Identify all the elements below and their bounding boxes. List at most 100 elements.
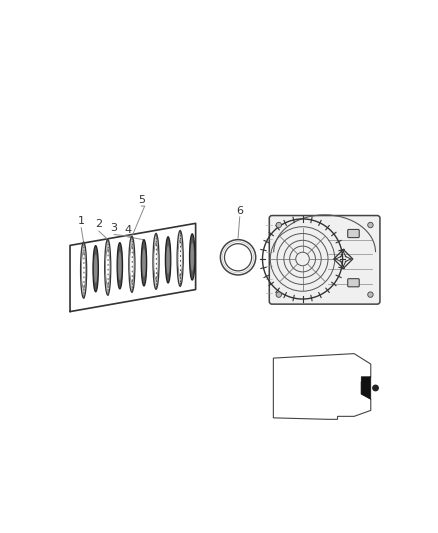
- Ellipse shape: [180, 264, 181, 266]
- Text: 5: 5: [138, 195, 145, 205]
- Ellipse shape: [83, 272, 85, 273]
- Ellipse shape: [132, 256, 133, 258]
- Ellipse shape: [94, 254, 97, 283]
- Ellipse shape: [83, 289, 85, 291]
- Circle shape: [368, 292, 373, 297]
- Ellipse shape: [132, 252, 133, 254]
- Ellipse shape: [180, 255, 181, 257]
- Ellipse shape: [105, 239, 111, 295]
- Ellipse shape: [93, 246, 99, 292]
- Ellipse shape: [117, 243, 123, 289]
- FancyBboxPatch shape: [348, 229, 359, 238]
- Ellipse shape: [180, 273, 181, 276]
- Ellipse shape: [83, 297, 85, 299]
- Ellipse shape: [108, 289, 109, 291]
- Ellipse shape: [156, 283, 157, 285]
- Ellipse shape: [108, 293, 109, 295]
- Ellipse shape: [132, 279, 133, 281]
- Ellipse shape: [108, 259, 109, 261]
- Ellipse shape: [81, 252, 86, 288]
- Ellipse shape: [178, 240, 182, 277]
- Circle shape: [276, 222, 282, 228]
- Ellipse shape: [83, 241, 85, 244]
- Ellipse shape: [83, 246, 85, 248]
- Ellipse shape: [132, 286, 133, 288]
- Ellipse shape: [180, 246, 181, 248]
- Ellipse shape: [180, 282, 181, 285]
- Ellipse shape: [156, 280, 157, 282]
- Ellipse shape: [129, 237, 135, 292]
- Ellipse shape: [108, 269, 109, 271]
- Ellipse shape: [180, 285, 181, 287]
- Ellipse shape: [156, 241, 157, 243]
- Ellipse shape: [156, 235, 157, 237]
- Ellipse shape: [108, 241, 109, 243]
- Ellipse shape: [108, 292, 109, 294]
- Ellipse shape: [132, 291, 133, 293]
- Ellipse shape: [108, 264, 109, 266]
- Ellipse shape: [132, 261, 133, 263]
- Circle shape: [373, 385, 378, 391]
- Ellipse shape: [108, 254, 109, 256]
- Ellipse shape: [180, 235, 181, 237]
- Ellipse shape: [180, 230, 181, 232]
- Ellipse shape: [141, 240, 147, 286]
- Ellipse shape: [83, 262, 85, 264]
- Ellipse shape: [132, 288, 133, 290]
- Text: 6: 6: [236, 206, 243, 215]
- Ellipse shape: [180, 260, 181, 262]
- Ellipse shape: [153, 233, 159, 289]
- Ellipse shape: [132, 247, 133, 249]
- Text: 2: 2: [95, 220, 102, 229]
- Ellipse shape: [83, 294, 85, 296]
- Ellipse shape: [83, 292, 85, 294]
- Text: 1: 1: [78, 216, 85, 226]
- Ellipse shape: [81, 243, 87, 298]
- Ellipse shape: [156, 258, 157, 260]
- Ellipse shape: [156, 268, 157, 270]
- Ellipse shape: [132, 240, 133, 243]
- Ellipse shape: [156, 286, 157, 288]
- Ellipse shape: [156, 263, 157, 265]
- Ellipse shape: [132, 236, 133, 238]
- Ellipse shape: [132, 266, 133, 268]
- Ellipse shape: [108, 294, 109, 296]
- Ellipse shape: [156, 288, 157, 290]
- Circle shape: [368, 222, 373, 228]
- Ellipse shape: [156, 248, 157, 251]
- Ellipse shape: [83, 249, 85, 252]
- Ellipse shape: [83, 243, 85, 244]
- Ellipse shape: [132, 238, 133, 240]
- Ellipse shape: [180, 277, 181, 279]
- Ellipse shape: [108, 278, 109, 280]
- Ellipse shape: [156, 238, 157, 239]
- Ellipse shape: [156, 232, 157, 235]
- Ellipse shape: [132, 283, 133, 285]
- Ellipse shape: [108, 286, 109, 288]
- Ellipse shape: [83, 257, 85, 260]
- Ellipse shape: [132, 237, 133, 238]
- Ellipse shape: [166, 246, 170, 274]
- Ellipse shape: [154, 243, 158, 279]
- Ellipse shape: [83, 253, 85, 255]
- Ellipse shape: [83, 281, 85, 283]
- FancyBboxPatch shape: [348, 279, 359, 287]
- Ellipse shape: [83, 285, 85, 287]
- Ellipse shape: [132, 244, 133, 246]
- Ellipse shape: [191, 243, 194, 271]
- Ellipse shape: [180, 284, 181, 286]
- Polygon shape: [361, 377, 371, 399]
- Ellipse shape: [108, 251, 109, 252]
- Text: 3: 3: [111, 223, 118, 233]
- Ellipse shape: [180, 280, 181, 282]
- Ellipse shape: [108, 239, 109, 241]
- FancyBboxPatch shape: [269, 215, 380, 304]
- Ellipse shape: [180, 230, 181, 232]
- Ellipse shape: [132, 290, 133, 292]
- Ellipse shape: [132, 270, 133, 272]
- Ellipse shape: [83, 296, 85, 298]
- Ellipse shape: [83, 266, 85, 269]
- Ellipse shape: [156, 253, 157, 255]
- Ellipse shape: [180, 269, 181, 271]
- Ellipse shape: [130, 246, 134, 282]
